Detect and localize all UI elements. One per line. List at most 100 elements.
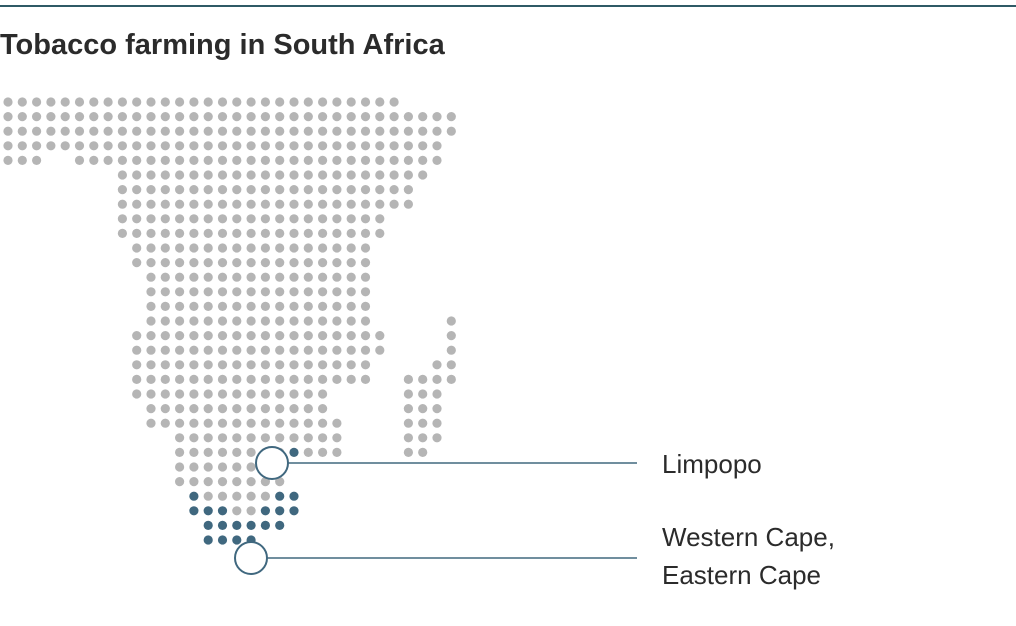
map-dot	[246, 287, 256, 297]
map-dot	[446, 374, 456, 384]
map-dot	[132, 199, 142, 209]
map-dot	[217, 287, 228, 297]
map-dot	[117, 155, 127, 165]
map-dot	[318, 331, 328, 341]
map-dot	[318, 141, 328, 151]
map-dot	[217, 477, 228, 487]
map-dot	[403, 126, 413, 136]
highlight-dot	[232, 535, 242, 545]
map-dot	[203, 404, 213, 414]
map-dot	[303, 155, 313, 165]
map-dot	[246, 214, 256, 224]
map-dot	[146, 316, 156, 326]
map-dot	[146, 214, 156, 224]
map-dot	[389, 112, 399, 122]
map-dot	[289, 185, 299, 195]
highlight-dot	[203, 520, 213, 531]
map-dot	[175, 389, 185, 399]
map-dot	[260, 389, 270, 399]
map-dot	[246, 345, 256, 355]
map-dot	[203, 185, 213, 195]
map-dot	[332, 141, 342, 151]
map-dot	[189, 141, 199, 151]
map-dot	[275, 404, 285, 414]
map-dot	[360, 228, 371, 238]
map-dot	[275, 155, 285, 165]
map-dot	[289, 433, 299, 443]
map-dot	[175, 141, 185, 151]
map-dot	[375, 97, 385, 107]
map-dot	[346, 360, 356, 370]
map-dot	[189, 126, 199, 136]
map-dot	[246, 360, 256, 370]
map-dot	[289, 199, 299, 209]
map-dot	[217, 126, 228, 136]
map-dot	[203, 462, 213, 472]
map-dot	[203, 301, 213, 311]
callout-limpopo: Limpopo	[255, 446, 762, 480]
map-dot	[375, 141, 385, 151]
map-dot	[318, 214, 328, 224]
map-dot	[232, 199, 242, 209]
map-dot	[203, 97, 213, 107]
map-dot	[346, 185, 356, 195]
map-dot	[303, 360, 313, 370]
map-dot	[346, 170, 356, 180]
map-dot	[232, 491, 242, 501]
map-dot	[189, 331, 199, 341]
map-dot	[260, 331, 270, 341]
map-dot	[418, 112, 428, 122]
map-dot	[246, 272, 256, 282]
map-dot	[246, 258, 256, 268]
map-dot	[346, 199, 356, 209]
map-dot	[318, 97, 328, 107]
map-dot	[360, 199, 371, 209]
map-dot	[175, 462, 185, 472]
map-dot	[60, 112, 70, 122]
map-dot	[403, 199, 413, 209]
map-dot	[318, 258, 328, 268]
map-dot	[189, 404, 199, 414]
map-dot	[175, 170, 185, 180]
map-dot	[175, 272, 185, 282]
map-dot	[175, 185, 185, 195]
map-dot	[17, 126, 27, 136]
map-dot	[389, 155, 399, 165]
map-dot	[418, 141, 428, 151]
map-dot	[132, 155, 142, 165]
highlight-dot	[232, 520, 242, 531]
map-dot	[132, 243, 142, 253]
map-dot	[117, 185, 127, 195]
map-dot	[60, 126, 70, 136]
map-dot	[260, 228, 270, 238]
map-dot	[346, 301, 356, 311]
map-dot	[17, 112, 27, 122]
map-dot	[232, 301, 242, 311]
highlight-dot	[289, 506, 299, 516]
map-dot	[303, 141, 313, 151]
map-dot	[232, 287, 242, 297]
highlight-dot	[217, 520, 228, 531]
map-dot	[189, 185, 199, 195]
map-dot	[203, 477, 213, 487]
map-dot	[217, 389, 228, 399]
map-dot	[160, 389, 170, 399]
map-dot	[275, 258, 285, 268]
map-dot	[146, 418, 156, 428]
map-dot	[60, 141, 70, 151]
map-dot	[117, 228, 127, 238]
map-dot	[232, 462, 242, 472]
map-dot	[160, 258, 170, 268]
map-dot	[203, 360, 213, 370]
map-dot	[232, 170, 242, 180]
map-dot	[175, 418, 185, 428]
map-dot	[203, 418, 213, 428]
map-dot	[332, 360, 342, 370]
map-dot	[303, 374, 313, 384]
map-dot	[217, 199, 228, 209]
map-dot	[332, 185, 342, 195]
map-dot	[303, 287, 313, 297]
map-dot	[403, 433, 413, 443]
map-dot	[303, 272, 313, 282]
map-dot	[332, 97, 342, 107]
